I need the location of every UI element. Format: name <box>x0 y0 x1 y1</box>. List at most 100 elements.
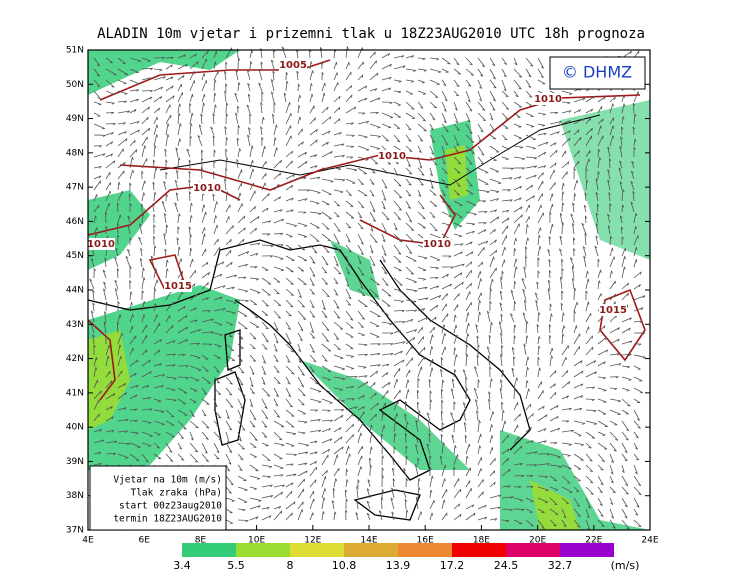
wind-arrow <box>333 189 344 194</box>
wind-arrow <box>477 261 484 268</box>
wind-arrow <box>405 178 412 186</box>
wind-area <box>300 360 470 470</box>
wind-arrow <box>345 71 352 81</box>
wind-arrow <box>249 277 259 281</box>
wind-arrow <box>174 202 179 213</box>
wind-arrow <box>453 445 457 455</box>
wind-arrow <box>129 325 134 334</box>
wind-arrow <box>465 387 469 400</box>
wind-arrow <box>573 129 580 136</box>
lat-label: 45N <box>66 251 84 261</box>
wind-arrow <box>213 398 218 408</box>
wind-arrow <box>561 429 575 433</box>
wind-arrow <box>225 354 236 361</box>
wind-arrow <box>309 105 315 114</box>
wind-arrow <box>561 325 566 334</box>
wind-arrow <box>465 167 473 173</box>
wind-arrow <box>633 431 639 439</box>
wind-arrow <box>561 486 573 493</box>
wind-arrow <box>225 442 233 453</box>
wind-arrow <box>309 93 314 103</box>
wind-arrow <box>357 178 364 186</box>
colorbar-unit: (m/s) <box>611 559 640 572</box>
wind-arrow <box>249 145 254 158</box>
wind-arrow <box>153 167 158 180</box>
wind-arrow <box>417 347 426 356</box>
wind-arrow <box>573 420 586 425</box>
wind-arrow <box>105 101 115 105</box>
wind-arrow <box>285 442 295 447</box>
wind-arrow <box>249 409 257 421</box>
wind-arrow <box>381 343 394 346</box>
wind-arrow <box>477 178 489 185</box>
wind-arrow <box>177 74 185 81</box>
wind-arrow <box>488 398 491 411</box>
wind-arrow <box>537 312 541 323</box>
wind-arrow <box>597 280 601 290</box>
wind-arrow <box>285 184 294 191</box>
wind-arrow <box>345 354 354 358</box>
wind-arrow <box>441 464 447 477</box>
wind-arrow <box>620 136 623 147</box>
wind-arrow <box>357 255 362 265</box>
wind-arrow <box>333 288 339 296</box>
wind-arrow <box>224 90 227 103</box>
wind-arrow <box>561 395 569 400</box>
wind-arrow <box>429 68 442 74</box>
wind-arrow <box>381 455 385 466</box>
wind-arrow <box>309 354 317 363</box>
wind-area <box>88 285 240 470</box>
wind-arrow <box>501 468 511 477</box>
wind-arrow <box>405 134 412 142</box>
wind-arrow <box>225 343 235 352</box>
wind-arrow <box>489 79 497 89</box>
wind-arrow <box>129 120 140 125</box>
wind-arrow <box>117 110 131 114</box>
wind-arrow <box>405 244 413 255</box>
wind-arrow <box>465 222 476 226</box>
wind-arrow <box>381 52 391 59</box>
wind-arrow <box>285 209 294 213</box>
wind-arrow <box>165 193 168 202</box>
wind-arrow <box>453 112 459 124</box>
wind-arrow <box>525 320 529 334</box>
wind-arrow <box>609 398 621 403</box>
wind-arrow <box>453 420 457 433</box>
wind-arrow <box>381 475 384 488</box>
wind-arrow <box>237 519 249 523</box>
wind-arrow <box>213 104 217 114</box>
wind-arrow <box>285 277 294 285</box>
wind-arrow <box>405 167 413 175</box>
wind-arrow <box>525 216 530 224</box>
wind-arrow <box>381 332 394 335</box>
wind-arrow <box>513 156 526 161</box>
wind-arrow <box>177 420 187 430</box>
wind-arrow <box>165 85 174 92</box>
wind-arrow <box>163 233 167 246</box>
wind-arrow <box>417 316 429 323</box>
wind-arrow <box>249 486 257 490</box>
wind-arrow <box>333 454 339 466</box>
wind-arrow <box>237 365 245 374</box>
wind-arrow <box>537 141 549 147</box>
wind-arrow <box>573 346 581 356</box>
wind-arrow <box>285 321 292 331</box>
wind-arrow <box>630 181 635 191</box>
wind-arrow <box>141 359 151 367</box>
wind-arrow <box>465 57 473 66</box>
wind-arrow <box>309 154 318 158</box>
wind-arrow <box>597 157 602 169</box>
colorbar-label: 5.5 <box>227 559 245 572</box>
wind-arrow <box>585 135 593 147</box>
lat-label: 38N <box>66 491 84 501</box>
wind-arrow <box>547 288 551 301</box>
wind-arrow <box>129 139 136 147</box>
wind-arrow <box>345 61 350 70</box>
wind-arrow <box>465 101 473 112</box>
wind-arrow <box>525 156 538 160</box>
wind-arrow <box>357 343 368 347</box>
wind-arrow <box>429 466 432 477</box>
wind-arrow <box>429 178 434 189</box>
wind-arrow <box>465 291 471 301</box>
wind-arrow <box>177 431 184 440</box>
